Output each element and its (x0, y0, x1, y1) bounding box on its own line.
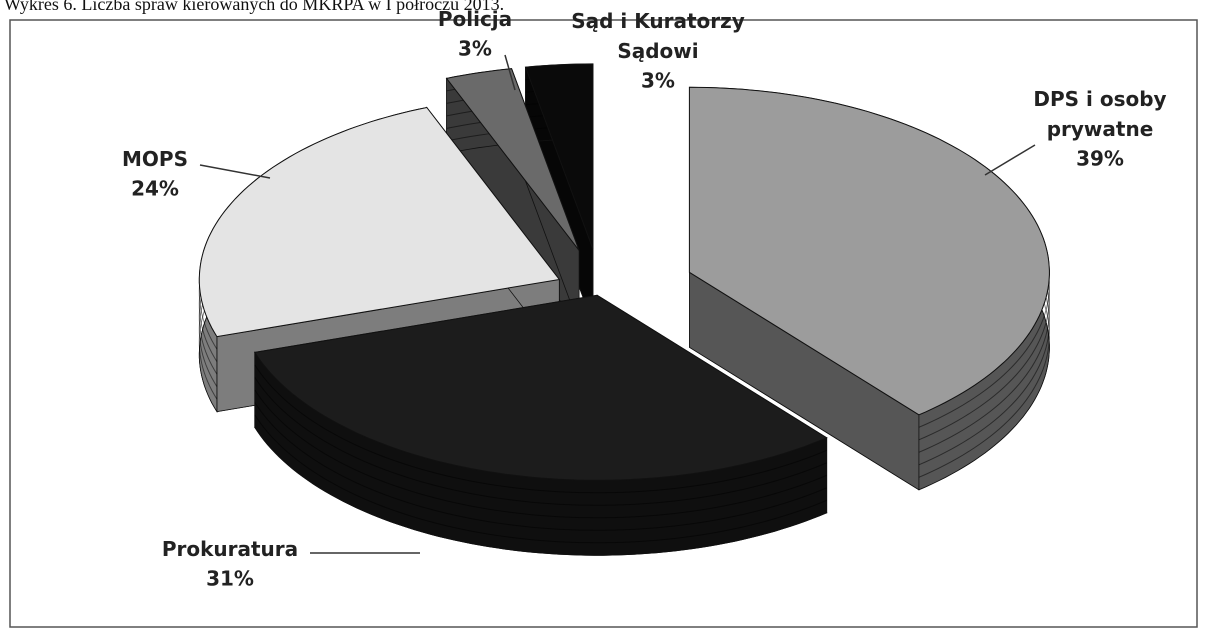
label-line: DPS i osoby (1033, 87, 1166, 111)
wall-stripe (254, 377, 827, 506)
label-line: Sąd i Kuratorzy (571, 9, 745, 33)
leader-line (984, 144, 1036, 176)
slice-top (445, 68, 580, 251)
label-line: Sądowi (617, 39, 698, 63)
slice-label: MOPS (122, 147, 188, 171)
slice-value-label: 3% (641, 69, 675, 93)
slice-label: Prokuratura (162, 537, 298, 561)
leader-line (504, 54, 516, 91)
slice-value-label: 3% (458, 37, 492, 61)
leader-line (199, 164, 271, 179)
slice-label: Sąd i Kuratorzy Sądowi (571, 9, 745, 63)
slice-top (198, 106, 561, 338)
slice (253, 294, 828, 556)
chart-title: Wykres 6. Liczba spraw kierowanych do MK… (4, 0, 504, 14)
wall-stripe (254, 364, 827, 494)
slice-top (524, 63, 594, 250)
slice-value-label: 39% (1076, 147, 1124, 171)
slice-label: Policja (438, 7, 512, 31)
label-line: Prokuratura (162, 537, 298, 561)
wall-stripe (254, 402, 827, 531)
slice-top (253, 294, 828, 481)
slice-value-label: 31% (206, 567, 254, 591)
label-line: MOPS (122, 147, 188, 171)
slice (688, 86, 1050, 491)
slice-top (688, 86, 1050, 416)
slice-value-label: 24% (131, 177, 179, 201)
wall-stripe (254, 414, 827, 544)
wall-stripe (254, 389, 827, 519)
label-line: prywatne (1047, 117, 1154, 141)
slice-label: DPS i osoby prywatne (1033, 87, 1166, 141)
chart-frame (9, 19, 1198, 628)
label-line: Policja (438, 7, 512, 31)
